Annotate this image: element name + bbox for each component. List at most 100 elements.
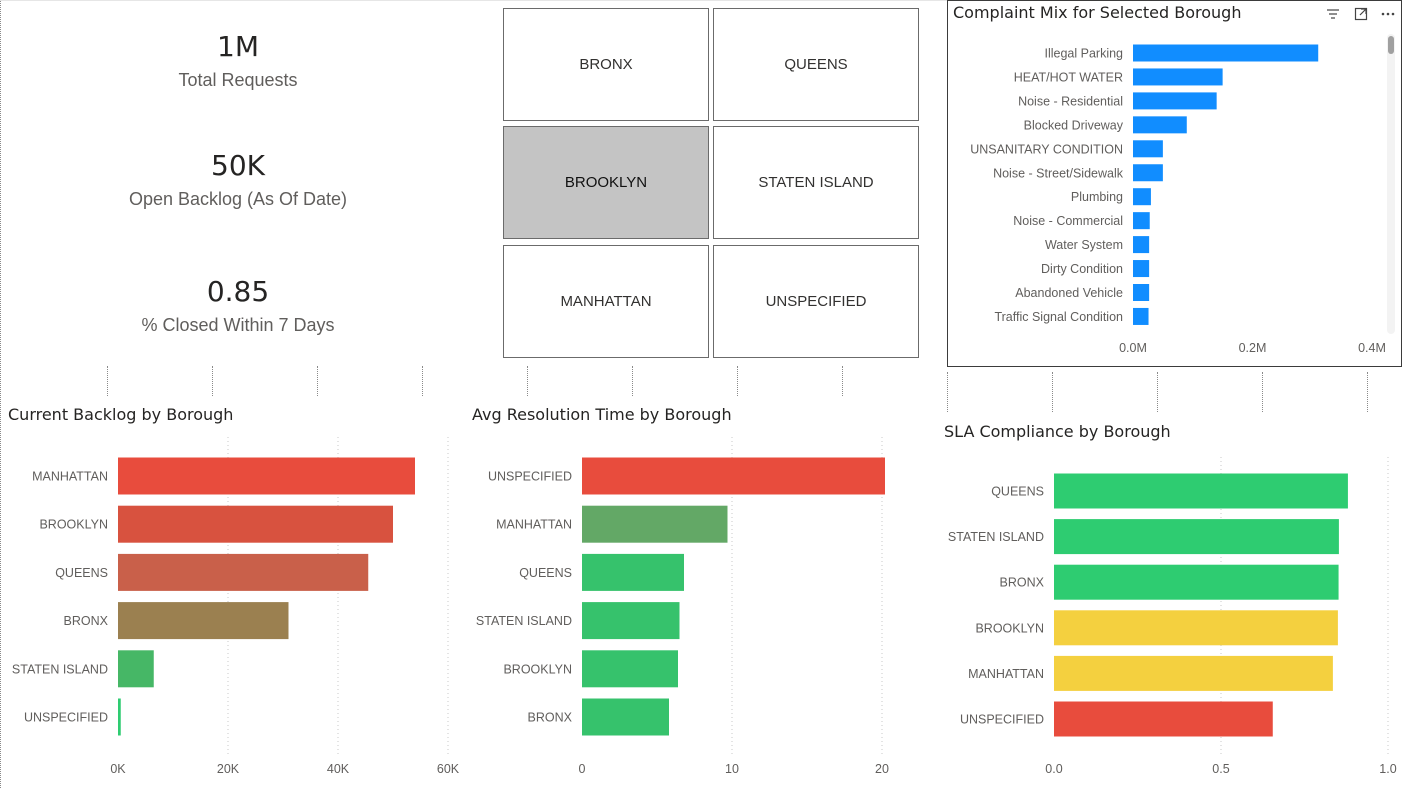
canvas-top-border <box>0 0 1402 1</box>
complaint_mix-category-label: UNSANITARY CONDITION <box>970 142 1123 156</box>
backlog-category-label: MANHATTAN <box>32 470 108 484</box>
complaint_mix-bar <box>1133 140 1163 158</box>
layout-dots <box>1052 372 1053 412</box>
layout-dots <box>842 366 843 396</box>
backlog-category-label: QUEENS <box>55 566 108 580</box>
complaint-mix-title: Complaint Mix for Selected Borough <box>953 3 1242 22</box>
complaint_mix-bar <box>1133 92 1217 110</box>
complaint_mix-tick-label: 0.4M <box>1358 341 1386 355</box>
sla-category-label: STATEN ISLAND <box>948 530 1044 544</box>
canvas-border <box>0 0 1 788</box>
complaint_mix-category-label: Noise - Residential <box>1018 94 1123 108</box>
backlog-tick-label: 20K <box>217 762 240 776</box>
complaint_mix-category-label: Noise - Commercial <box>1013 214 1123 228</box>
resolution-bar <box>582 698 669 736</box>
resolution-tick-label: 20 <box>875 762 889 776</box>
complaint_mix-bar <box>1133 212 1150 230</box>
resolution-bar <box>582 650 678 688</box>
resolution-category-label: BROOKLYN <box>503 662 572 676</box>
kpi-closed-within-7-days: 0.85 % Closed Within 7 Days <box>60 275 416 336</box>
complaint_mix-category-label: Noise - Street/Sidewalk <box>993 166 1124 180</box>
sla-bar <box>1054 564 1339 600</box>
sla-category-label: QUEENS <box>991 485 1044 499</box>
resolution-bar <box>582 602 680 640</box>
backlog-tick-label: 0K <box>110 762 126 776</box>
backlog-category-label: BRONX <box>64 614 109 628</box>
layout-dots <box>317 366 318 396</box>
backlog-bar <box>118 457 415 495</box>
backlog-bar <box>118 505 393 543</box>
complaint_mix-category-label: Water System <box>1045 238 1123 252</box>
sla-bar <box>1054 473 1348 509</box>
resolution-category-label: BRONX <box>528 711 573 725</box>
backlog-bar <box>118 553 369 591</box>
complaint_mix-bar <box>1133 307 1149 325</box>
sla-bar <box>1054 519 1339 555</box>
complaint-mix-scroll-thumb[interactable] <box>1388 36 1394 54</box>
slicer-tile-queens[interactable]: QUEENS <box>713 8 919 121</box>
sla-category-label: MANHATTAN <box>968 667 1044 681</box>
complaint_mix-category-label: Illegal Parking <box>1044 47 1123 61</box>
layout-dots <box>212 366 213 396</box>
layout-dots <box>1367 372 1368 412</box>
sla-bar <box>1054 610 1338 646</box>
backlog-category-label: BROOKLYN <box>39 518 108 532</box>
kpi-value: 1M <box>217 30 259 63</box>
complaint_mix-bar <box>1133 116 1187 134</box>
slicer-tile-brooklyn[interactable]: BROOKLYN <box>503 126 709 239</box>
sla-category-label: UNSPECIFIED <box>960 713 1044 727</box>
sla-category-label: BRONX <box>1000 576 1045 590</box>
layout-dots <box>422 366 423 396</box>
backlog-tick-label: 60K <box>437 762 460 776</box>
resolution-tick-label: 10 <box>725 762 739 776</box>
resolution-bar <box>582 505 728 543</box>
resolution-category-label: UNSPECIFIED <box>488 470 572 484</box>
complaint_mix-category-label: Traffic Signal Condition <box>994 310 1123 324</box>
sla-category-label: BROOKLYN <box>975 621 1044 635</box>
kpi-total-requests: 1M Total Requests <box>60 30 416 91</box>
backlog-chart-title: Current Backlog by Borough <box>8 405 234 424</box>
complaint_mix-bar <box>1133 68 1223 86</box>
resolution-category-label: MANHATTAN <box>496 518 572 532</box>
kpi-value: 50K <box>211 149 265 182</box>
slicer-tile-staten-island[interactable]: STATEN ISLAND <box>713 126 919 239</box>
complaint_mix-bar <box>1133 236 1150 254</box>
resolution-bar <box>582 457 885 495</box>
slicer-tile-manhattan[interactable]: MANHATTAN <box>503 245 709 358</box>
sla-bar <box>1054 655 1333 691</box>
layout-dots <box>1262 372 1263 412</box>
complaint_mix-category-label: Blocked Driveway <box>1024 118 1124 132</box>
kpi-value: 0.85 <box>206 275 270 308</box>
resolution-tick-label: 0 <box>579 762 586 776</box>
focus-mode-icon[interactable] <box>1353 6 1369 22</box>
complaint_mix-category-label: Plumbing <box>1071 190 1123 204</box>
layout-dots <box>947 372 948 412</box>
layout-dots <box>107 366 108 396</box>
backlog-tick-label: 40K <box>327 762 350 776</box>
resolution-chart-title: Avg Resolution Time by Borough <box>472 405 732 424</box>
sla-bar <box>1054 701 1273 737</box>
backlog-category-label: UNSPECIFIED <box>24 711 108 725</box>
sla-tick-label: 0.0 <box>1045 762 1062 776</box>
complaint-mix-scrollbar[interactable] <box>1387 34 1395 334</box>
slicer-tile-bronx[interactable]: BRONX <box>503 8 709 121</box>
sla-tick-label: 0.5 <box>1212 762 1229 776</box>
complaint_mix-bar <box>1133 164 1163 182</box>
kpi-open-backlog: 50K Open Backlog (As Of Date) <box>60 149 416 210</box>
complaint_mix-category-label: HEAT/HOT WATER <box>1014 70 1123 84</box>
complaint_mix-bar <box>1133 188 1151 206</box>
layout-dots <box>527 366 528 396</box>
slicer-tile-unspecified[interactable]: UNSPECIFIED <box>713 245 919 358</box>
resolution-category-label: STATEN ISLAND <box>476 614 572 628</box>
resolution-bar <box>582 553 684 591</box>
more-options-icon[interactable] <box>1380 6 1396 22</box>
filter-icon[interactable] <box>1325 6 1341 22</box>
backlog-category-label: STATEN ISLAND <box>12 662 108 676</box>
complaint_mix-tick-label: 0.0M <box>1119 341 1147 355</box>
sla-tick-label: 1.0 <box>1379 762 1396 776</box>
layout-dots <box>737 366 738 396</box>
